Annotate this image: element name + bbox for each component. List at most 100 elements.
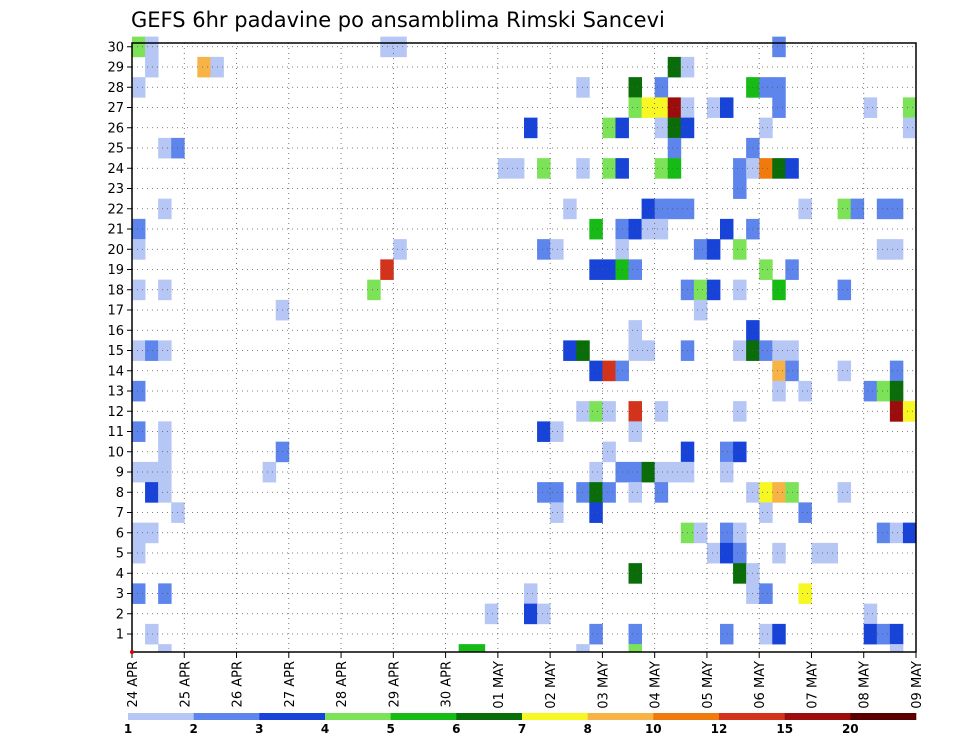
heatmap-cell [733,522,747,544]
heatmap-cell [654,218,669,240]
heatmap-cell [628,340,642,361]
heatmap-cell [145,340,159,361]
heatmap-cell [602,441,616,463]
y-tick-label: 29 [107,61,124,76]
heatmap-cell [550,421,564,442]
heatmap-cell [602,482,616,503]
heatmap-cell [262,461,277,483]
heatmap-cell [772,360,786,382]
y-tick-label: 10 [107,445,124,460]
heatmap-cell [132,77,146,98]
heatmap-cell [720,97,734,118]
axis-origin-marker [130,650,134,654]
heatmap-cell [628,401,642,422]
heatmap-cell [602,259,616,280]
heatmap-cell [824,542,838,564]
heatmap-cell [628,461,642,483]
heatmap-cell [628,77,642,98]
y-tick-label: 21 [107,223,124,238]
plot-frame [131,42,917,653]
heatmap-cell [720,218,734,240]
heatmap-cell [733,178,747,199]
y-tick-label: 8 [116,486,124,501]
legend-label: 10 [645,722,662,736]
heatmap-cell [733,158,747,179]
heatmap-cell [158,279,172,301]
y-tick-label: 15 [107,344,124,359]
heatmap-cell [602,360,616,382]
legend-swatch [390,713,457,720]
heatmap-cell [628,218,642,240]
heatmap-cell [667,56,682,78]
heatmap-cell [733,279,747,301]
heatmap-cell [158,583,172,604]
heatmap-cell [798,380,812,402]
heatmap-cell [602,158,616,179]
heatmap-cell [145,522,159,544]
heatmap-cell [563,198,577,220]
y-tick-label: 14 [107,364,124,379]
heatmap-cell [576,644,590,653]
heatmap-cell [537,239,551,260]
heatmap-cell [563,340,577,361]
legend-swatch [850,713,917,720]
heatmap-cell [720,623,734,645]
y-tick-label: 5 [116,547,124,562]
heatmap-cell [693,299,708,321]
heatmap-cell [641,340,656,361]
heatmap-cell [837,198,852,220]
heatmap-cell [759,77,773,98]
heatmap-cell [628,623,642,645]
legend-label: 1 [124,722,132,736]
y-tick-label: 28 [107,81,124,96]
y-tick-label: 27 [107,101,124,116]
heatmap-cell [863,380,878,402]
legend-swatch [456,713,523,720]
heatmap-cell [132,421,146,442]
heatmap-cell [772,279,786,301]
heatmap-cell [471,644,486,653]
heatmap-cell [667,461,682,483]
heatmap-cell [733,340,747,361]
heatmap-cell [145,482,159,503]
y-tick-label: 3 [116,587,124,602]
heatmap-cell [876,198,891,220]
x-tick-label: 01 MAY [492,661,507,709]
legend-label: 5 [387,722,395,736]
heatmap-cell [654,97,669,118]
x-tick-label: 26 APR [231,661,246,707]
y-tick-label: 18 [107,283,124,298]
heatmap-cell [524,583,538,604]
grid-layer [132,43,916,652]
x-tick-label: 25 APR [178,661,193,707]
heatmap-cell [876,522,891,544]
heatmap-cell [132,340,146,361]
heatmap-cell [158,421,172,442]
x-tick-label: 07 MAY [806,661,821,709]
heatmap-cell [720,441,734,463]
heatmap-cell [132,279,146,301]
heatmap-cell [145,36,159,58]
heatmap-cell [589,218,603,240]
y-tick-label: 7 [116,506,124,521]
y-tick-label: 9 [116,466,124,481]
y-tick-label: 17 [107,304,124,319]
legend-swatch [325,713,391,720]
heatmap-cell [798,583,812,604]
heatmap-cell [537,421,551,442]
color-legend: 1 2 3 4 5 6 7 8 10 12 15 20 [124,713,917,736]
heatmap-cell [693,522,708,544]
heatmap-cell [837,482,852,503]
heatmap-cell [889,644,904,653]
heatmap-cell [654,158,669,179]
x-tick-label: 09 MAY [910,661,925,709]
heatmap-cell [759,117,773,139]
heatmap-cell [772,36,786,58]
x-tick-label: 03 MAY [596,661,611,709]
heatmap-cell [132,522,146,544]
y-tick-label: 30 [107,40,124,55]
heatmap-cell [641,218,656,240]
legend-label: 4 [321,722,329,736]
heatmap-cell [889,401,904,422]
heatmap-cell [772,542,786,564]
